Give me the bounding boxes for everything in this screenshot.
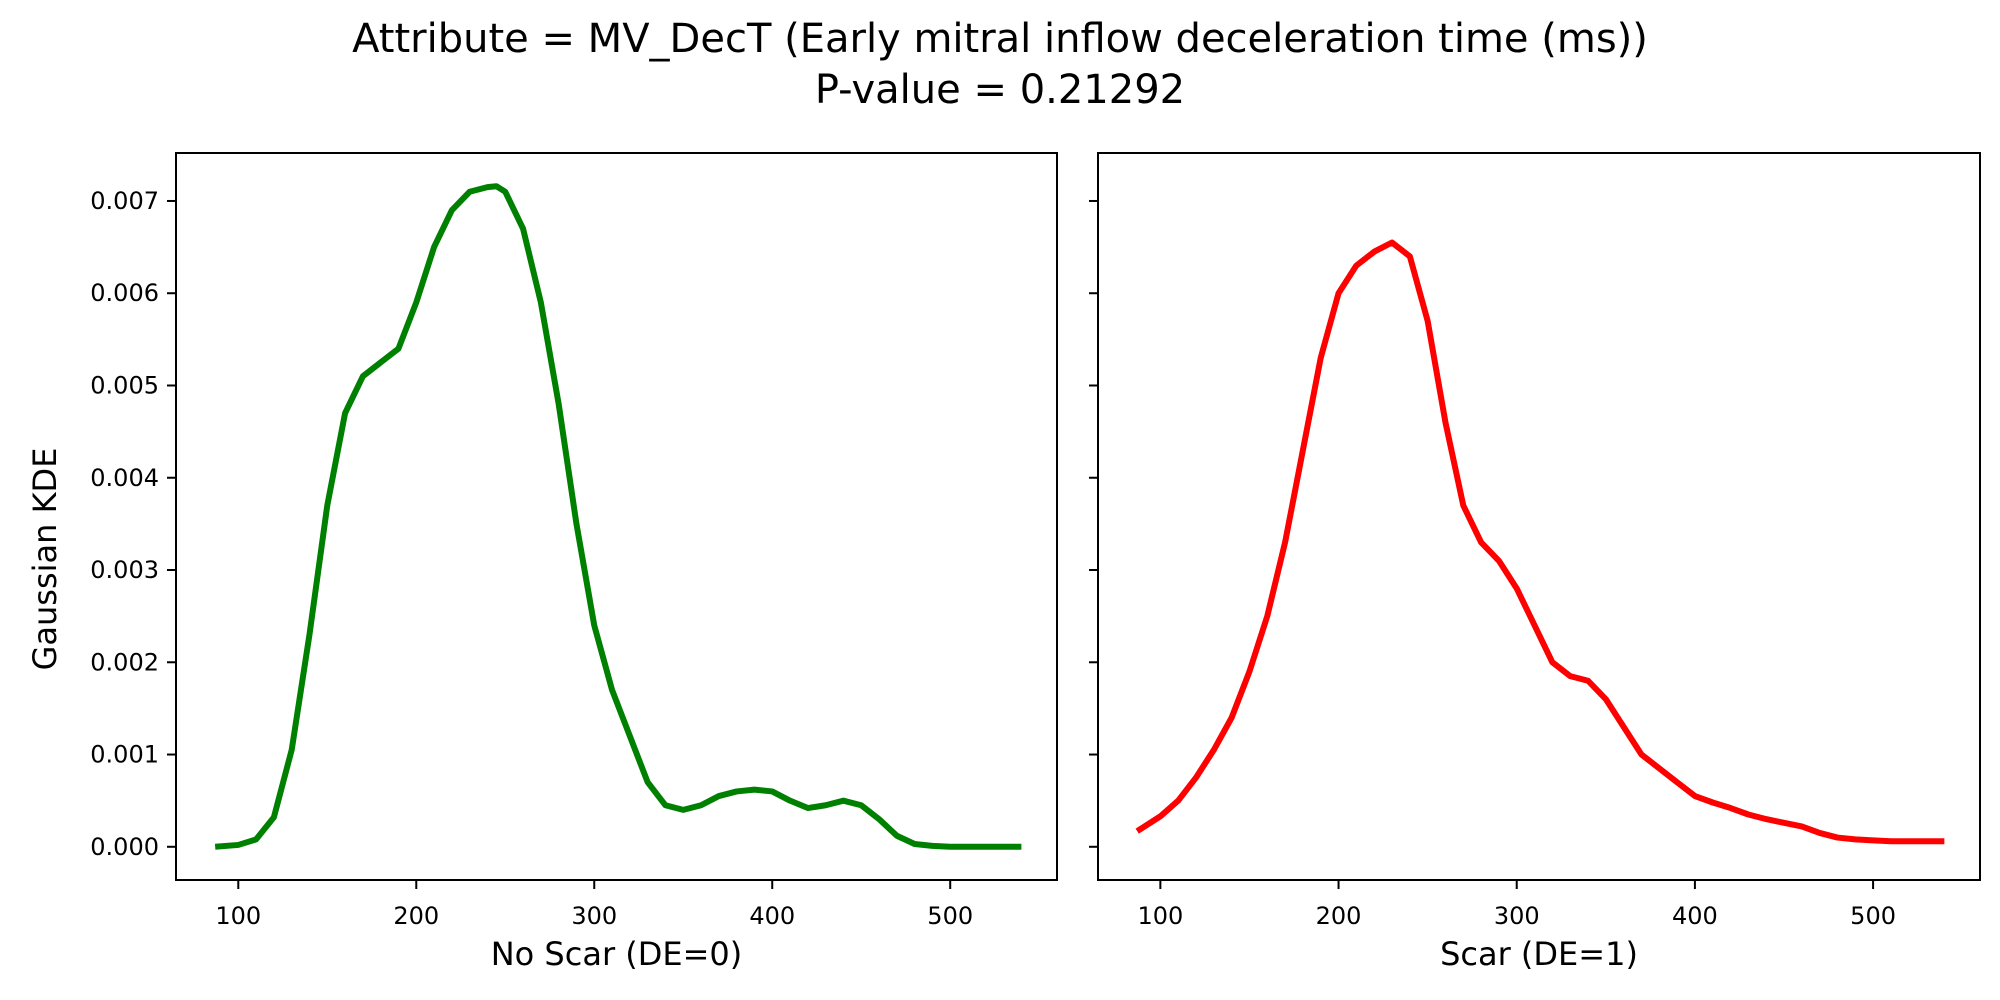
x-tick-label-1-3: 400 <box>1672 902 1718 930</box>
y-tick-label-2: 0.002 <box>90 648 159 676</box>
x-tick-label-1-0: 100 <box>1137 902 1183 930</box>
x-tick-label-1-1: 200 <box>1316 902 1362 930</box>
x-tick-label-0-0: 100 <box>215 902 261 930</box>
x-tick-label-0-3: 400 <box>749 902 795 930</box>
figure-title-line1: Attribute = MV_DecT (Early mitral inflow… <box>352 16 1648 62</box>
x-tick-label-0-2: 300 <box>571 902 617 930</box>
x-tick-label-1-2: 300 <box>1494 902 1540 930</box>
x-axis-label-1: Scar (DE=1) <box>1440 935 1638 973</box>
x-axis-label-0: No Scar (DE=0) <box>491 935 743 973</box>
y-axis-label: Gaussian KDE <box>26 448 64 671</box>
plot-frame-1 <box>1097 152 1981 881</box>
panel-no-scar: 100 200 300 400 500 0.000 0.001 0.002 0.003 0.004… <box>90 152 1058 973</box>
y-tick-label-0: 0.000 <box>90 833 159 861</box>
y-tick-label-7: 0.007 <box>90 187 159 215</box>
x-tick-label-1-4: 500 <box>1850 902 1896 930</box>
plot-frame-0 <box>175 152 1058 881</box>
figure-title-line2: P-value = 0.21292 <box>815 67 1185 113</box>
y-tick-label-4: 0.004 <box>90 464 159 492</box>
y-tick-label-1: 0.001 <box>90 741 159 769</box>
y-tick-label-6: 0.006 <box>90 279 159 307</box>
kde-curve-1 <box>1135 239 1945 845</box>
x-tick-label-0-1: 200 <box>393 902 439 930</box>
panel-scar: 100 200 300 400 500 Scar (DE=1) <box>1089 152 1981 973</box>
y-tick-label-5: 0.005 <box>90 371 159 399</box>
x-tick-label-0-4: 500 <box>927 902 973 930</box>
kde-curve-0 <box>214 183 1022 850</box>
y-tick-label-3: 0.003 <box>90 556 159 584</box>
